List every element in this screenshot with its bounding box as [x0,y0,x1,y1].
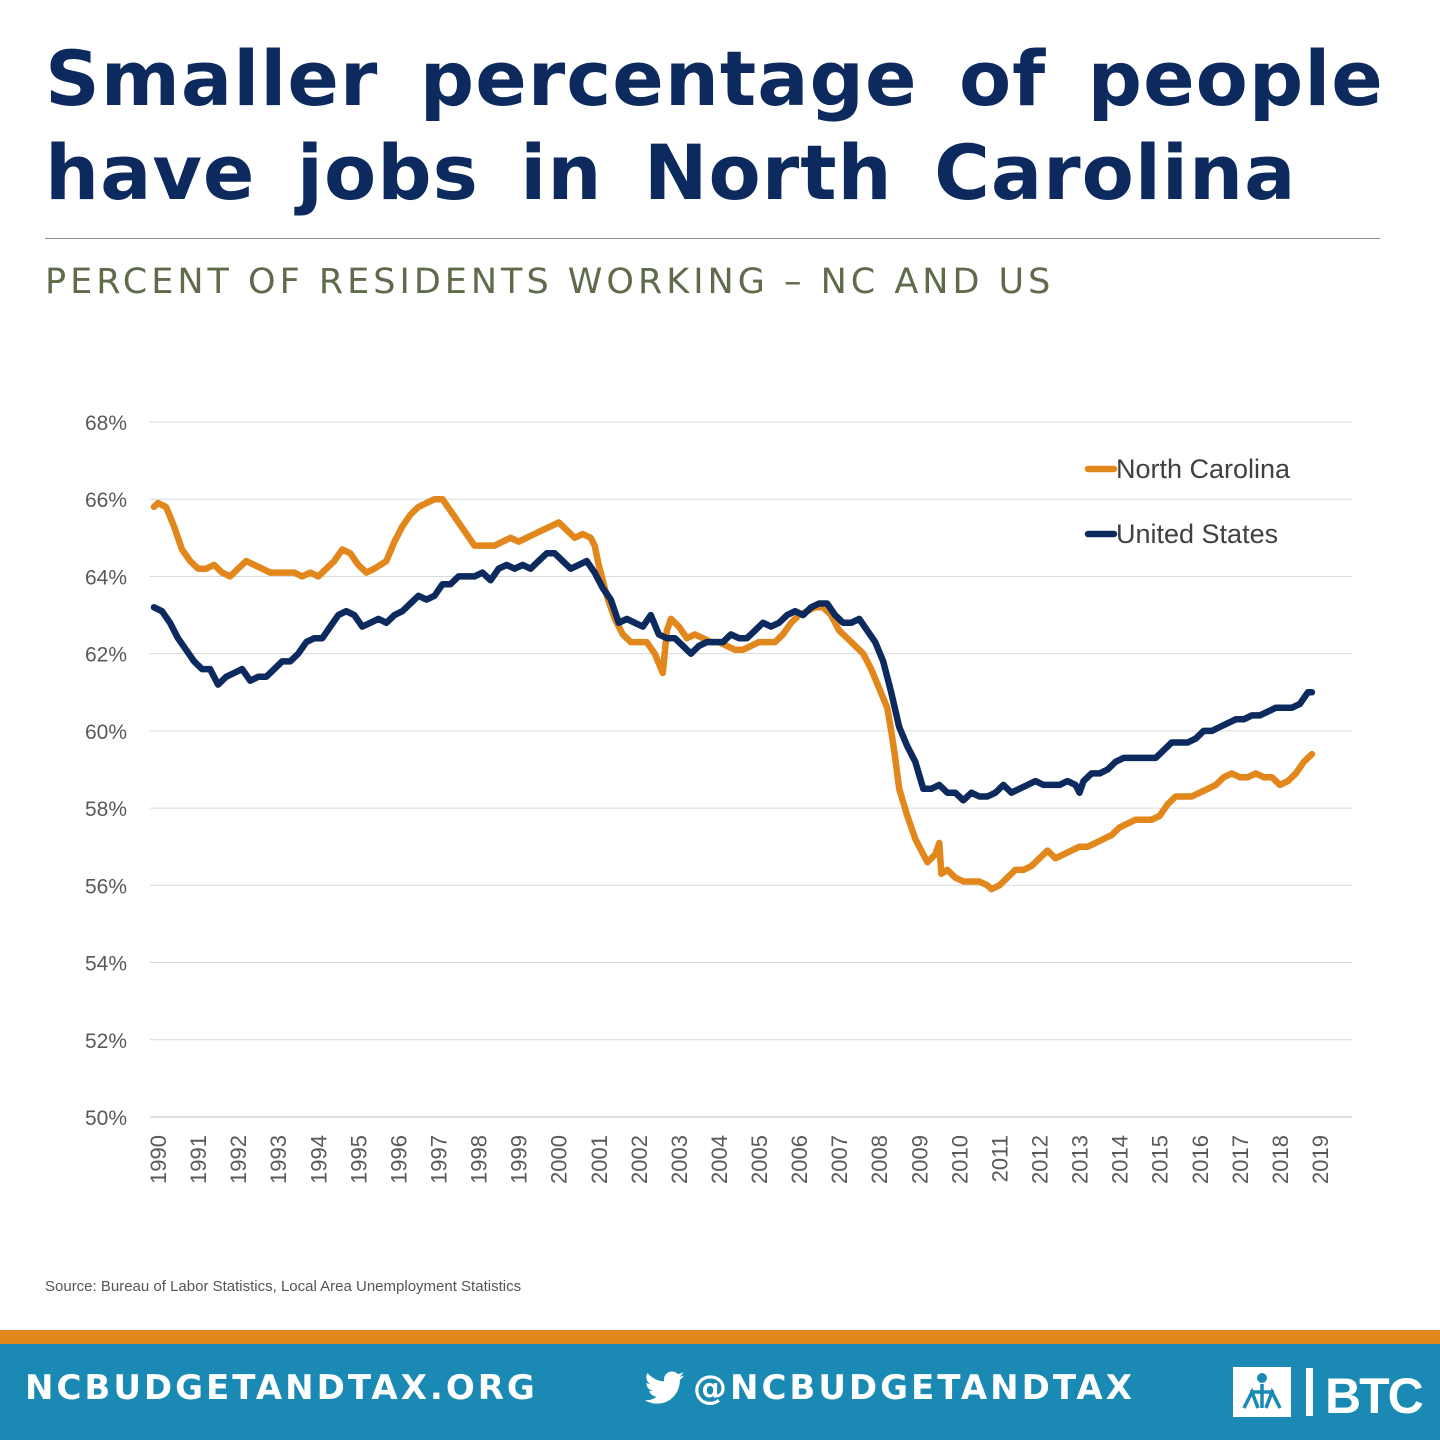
x-tick-label: 2000 [547,1135,572,1184]
x-tick-label: 2016 [1188,1135,1213,1184]
y-tick-label: 54% [85,953,127,976]
x-tick-label: 1995 [346,1135,371,1184]
x-tick-label: 1991 [186,1135,211,1184]
line-chart: 50%52%54%56%58%60%62%64%66%68% 1990 1991 1… [85,412,1352,1184]
y-tick-label: 52% [85,1030,127,1053]
x-tick-label: 2002 [627,1135,652,1184]
series-line-united-states [150,550,1316,804]
y-tick-label: 68% [85,412,127,435]
title-line-1: Smaller percentage of people [45,34,1384,123]
x-tick-label: 1997 [427,1135,452,1184]
legend-label: United States [1116,519,1278,549]
x-tick-label: 2003 [667,1135,692,1184]
series-lines [150,495,1316,893]
x-tick-label: 2014 [1108,1135,1133,1184]
x-tick-label: 2001 [587,1135,612,1184]
x-tick-label: 1994 [306,1135,331,1184]
source-note: Source: Bureau of Labor Statistics, Loca… [45,1278,522,1295]
x-tick-label: 2012 [1028,1135,1053,1184]
page-title: Smaller percentage of people have jobs i… [45,32,1385,220]
x-tick-label: 1998 [467,1135,492,1184]
legend: North Carolina United States [1084,454,1291,549]
x-tick-label: 2005 [747,1135,772,1184]
twitter-bird-icon [645,1371,685,1404]
x-tick-label: 2007 [827,1135,852,1184]
x-tick-label: 2019 [1308,1135,1333,1184]
x-tick-label: 2010 [947,1135,972,1184]
y-tick-label: 56% [85,875,127,898]
btc-logo: BTC [1233,1367,1425,1422]
title-line-2: have jobs in North Carolina [45,128,1297,217]
y-tick-label: 66% [85,489,127,512]
y-tick-label: 50% [85,1107,127,1130]
x-tick-label: 2017 [1228,1135,1253,1184]
legend-label: North Carolina [1116,454,1291,484]
x-tick-label: 1992 [226,1135,251,1184]
y-tick-label: 58% [85,798,127,821]
footer: NCBUDGETANDTAX.ORG @NCBUDGETANDTAX BTC [0,1344,1440,1440]
y-tick-label: 64% [85,566,127,589]
logo-text: BTC [1325,1368,1423,1422]
x-tick-label: 2004 [707,1135,732,1184]
y-axis-ticks: 50% 52% 54% 56% 58% 60% 62% 64% 66% 68% [85,412,127,1130]
x-tick-label: 2018 [1268,1135,1293,1184]
x-axis-ticks: 1990 1991 1992 1993 1994 1995 1996 1997 1998 1999… [146,1135,1333,1184]
website-link[interactable]: NCBUDGETANDTAX.ORG [25,1368,538,1408]
grid-lines [150,421,1352,1118]
x-tick-label: 2013 [1068,1135,1093,1184]
x-tick-label: 1996 [386,1135,411,1184]
x-tick-label: 2008 [867,1135,892,1184]
twitter-handle: @NCBUDGETANDTAX [693,1368,1135,1408]
y-tick-label: 62% [85,644,127,667]
x-tick-label: 1999 [507,1135,532,1184]
footer-accent-bar [0,1330,1440,1344]
twitter-link[interactable]: @NCBUDGETANDTAX [645,1368,1135,1408]
title-divider [45,238,1380,239]
y-tick-label: 60% [85,721,127,744]
x-tick-label: 1993 [266,1135,291,1184]
x-tick-label: 1990 [146,1135,171,1184]
chart-subtitle: PERCENT OF RESIDENTS WORKING – NC AND US [45,262,1055,302]
x-tick-label: 2009 [907,1135,932,1184]
x-tick-label: 2015 [1148,1135,1173,1184]
x-tick-label: 2006 [787,1135,812,1184]
x-tick-label: 2011 [987,1135,1012,1182]
series-line-north-carolina [150,495,1316,893]
